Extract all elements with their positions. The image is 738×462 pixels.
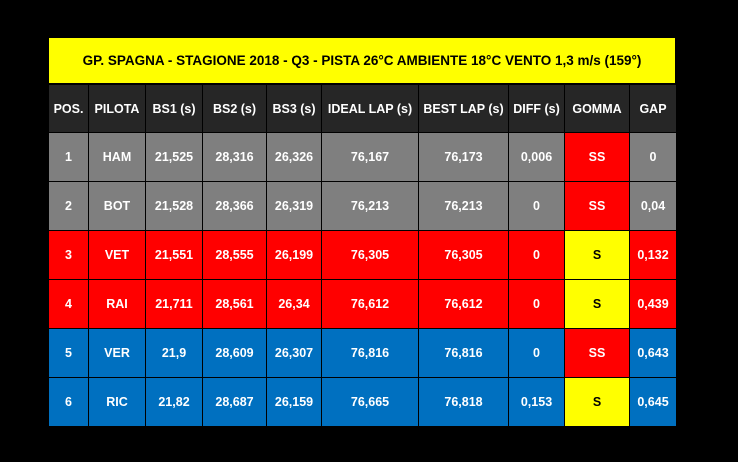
cell-driver: VET [88,230,146,280]
results-panel: GP. SPAGNA - STAGIONE 2018 - Q3 - PISTA … [48,37,677,427]
cell-gap: 0 [629,132,677,182]
cell-gap: 0,04 [629,181,677,231]
header-best-lap: BEST LAP (s) [418,84,509,133]
cell-bs3: 26,34 [266,279,322,329]
cell-best-lap: 76,305 [418,230,509,280]
table-row: 2 BOT 21,528 28,366 26,319 76,213 76,213… [48,181,677,231]
cell-driver: RAI [88,279,146,329]
cell-ideal-lap: 76,167 [321,132,419,182]
cell-gap: 0,643 [629,328,677,378]
table-title: GP. SPAGNA - STAGIONE 2018 - Q3 - PISTA … [48,37,676,84]
header-bs2: BS2 (s) [202,84,267,133]
cell-bs2: 28,366 [202,181,267,231]
cell-bs2: 28,316 [202,132,267,182]
cell-tyre: S [564,279,630,329]
results-table: POS. PILOTA BS1 (s) BS2 (s) BS3 (s) IDEA… [48,84,677,427]
cell-best-lap: 76,818 [418,377,509,427]
cell-pos: 3 [48,230,89,280]
cell-diff: 0,153 [508,377,565,427]
cell-ideal-lap: 76,213 [321,181,419,231]
cell-driver: BOT [88,181,146,231]
table-row: 1 HAM 21,525 28,316 26,326 76,167 76,173… [48,132,677,182]
cell-gap: 0,132 [629,230,677,280]
cell-bs1: 21,711 [145,279,203,329]
cell-tyre: S [564,230,630,280]
cell-bs1: 21,551 [145,230,203,280]
cell-driver: HAM [88,132,146,182]
cell-pos: 4 [48,279,89,329]
cell-ideal-lap: 76,665 [321,377,419,427]
cell-ideal-lap: 76,612 [321,279,419,329]
header-driver: PILOTA [88,84,146,133]
cell-bs1: 21,525 [145,132,203,182]
cell-driver: VER [88,328,146,378]
cell-bs1: 21,82 [145,377,203,427]
header-ideal-lap: IDEAL LAP (s) [321,84,419,133]
header-row: POS. PILOTA BS1 (s) BS2 (s) BS3 (s) IDEA… [48,84,677,133]
table-row: 4 RAI 21,711 28,561 26,34 76,612 76,612 … [48,279,677,329]
table-row: 6 RIC 21,82 28,687 26,159 76,665 76,818 … [48,377,677,427]
cell-tyre: S [564,377,630,427]
cell-pos: 6 [48,377,89,427]
cell-best-lap: 76,612 [418,279,509,329]
cell-pos: 5 [48,328,89,378]
header-pos: POS. [48,84,89,133]
cell-gap: 0,645 [629,377,677,427]
cell-bs2: 28,555 [202,230,267,280]
table-row: 5 VER 21,9 28,609 26,307 76,816 76,816 0… [48,328,677,378]
cell-pos: 1 [48,132,89,182]
cell-best-lap: 76,173 [418,132,509,182]
cell-diff: 0,006 [508,132,565,182]
cell-diff: 0 [508,279,565,329]
cell-bs3: 26,326 [266,132,322,182]
cell-ideal-lap: 76,816 [321,328,419,378]
cell-bs2: 28,687 [202,377,267,427]
cell-pos: 2 [48,181,89,231]
cell-tyre: SS [564,181,630,231]
cell-best-lap: 76,213 [418,181,509,231]
table-row: 3 VET 21,551 28,555 26,199 76,305 76,305… [48,230,677,280]
cell-bs2: 28,609 [202,328,267,378]
header-bs3: BS3 (s) [266,84,322,133]
cell-bs2: 28,561 [202,279,267,329]
cell-tyre: SS [564,132,630,182]
header-gap: GAP [629,84,677,133]
cell-driver: RIC [88,377,146,427]
cell-diff: 0 [508,181,565,231]
cell-bs3: 26,199 [266,230,322,280]
header-tyre: GOMMA [564,84,630,133]
cell-best-lap: 76,816 [418,328,509,378]
cell-bs3: 26,319 [266,181,322,231]
cell-gap: 0,439 [629,279,677,329]
cell-tyre: SS [564,328,630,378]
cell-bs3: 26,307 [266,328,322,378]
cell-diff: 0 [508,328,565,378]
header-bs1: BS1 (s) [145,84,203,133]
header-diff: DIFF (s) [508,84,565,133]
cell-bs3: 26,159 [266,377,322,427]
cell-bs1: 21,528 [145,181,203,231]
cell-ideal-lap: 76,305 [321,230,419,280]
cell-bs1: 21,9 [145,328,203,378]
cell-diff: 0 [508,230,565,280]
